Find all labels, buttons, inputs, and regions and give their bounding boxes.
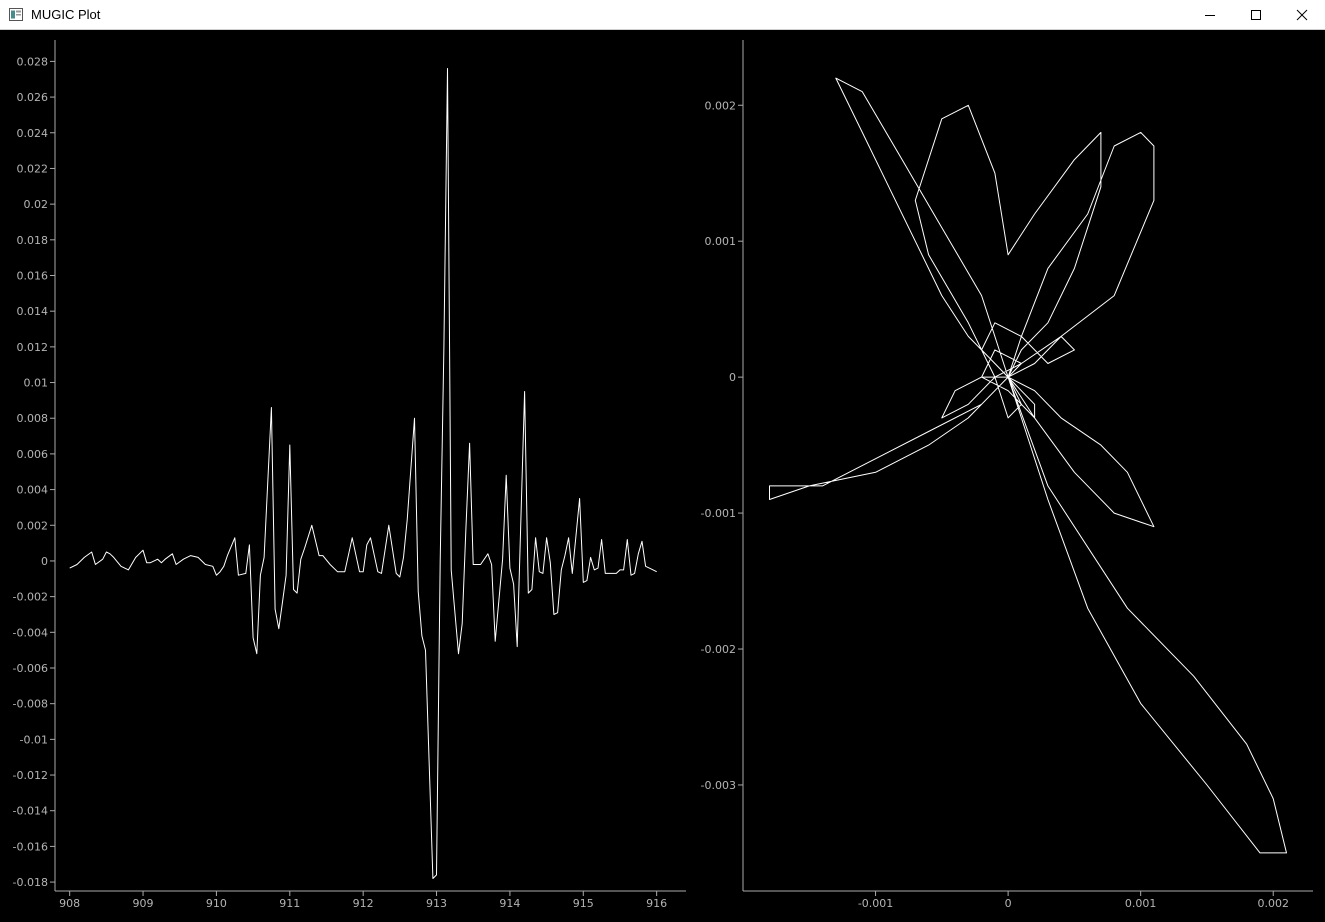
y-tick-label: -0.012 [13,769,48,782]
minimize-button[interactable] [1187,0,1233,30]
plot-area: 0.028 0.026 0.024 0.022 0.02 0.018 0.016 0.014 0… [13,40,1313,910]
x-tick-label: 910 [206,897,227,910]
app-window-icon [9,8,23,21]
y-tick-label: 0.002 [705,99,737,112]
y-tick-label: 0.014 [17,305,49,318]
x-tick-label: -0.001 [858,897,893,910]
y-tick-label: 0.012 [17,341,49,354]
y-tick-label: 0 [41,555,48,568]
phase-plot[interactable]: 0.002 0.001 0 -0.001 -0.002 -0.003 -0.001 0 0.00… [701,40,1313,910]
y-tick-label: 0.02 [24,198,49,211]
y-tick-label: 0.006 [17,448,49,461]
x-tick-label: 911 [279,897,300,910]
x-tick-label: 915 [573,897,594,910]
y-tick-label: 0.026 [17,91,49,104]
x-tick-label: 909 [133,897,154,910]
y-tick-label: 0 [729,371,736,384]
y-tick-label: -0.018 [13,876,48,889]
y-tick-label: 0.016 [17,269,49,282]
y-tick-label: 0.002 [17,519,49,532]
x-tick-label: 913 [426,897,447,910]
time-series-plot[interactable]: 0.028 0.026 0.024 0.022 0.02 0.018 0.016 0.014 0… [13,40,686,910]
y-tick-label: -0.008 [13,698,48,711]
y-tick-label: -0.006 [13,662,48,675]
y-tick-label: 0.008 [17,412,49,425]
maximize-icon [1251,10,1261,20]
x-tick-label: 914 [499,897,520,910]
y-tick-label: -0.004 [13,626,48,639]
y-tick-label: -0.016 [13,840,48,853]
y-tick-label: 0.028 [17,55,49,68]
y-tick-label: -0.002 [13,591,48,604]
series-line [769,77,1287,854]
close-button[interactable] [1279,0,1325,30]
x-tick-label: 0 [1005,897,1012,910]
y-tick-label: -0.001 [701,507,736,520]
y-tick-label: 0.004 [17,484,49,497]
y-tick-label: 0.01 [24,377,49,390]
close-icon [1296,9,1308,21]
y-tick-label: -0.014 [13,805,48,818]
x-tick-label: 0.002 [1257,897,1289,910]
y-tick-label: -0.002 [701,643,736,656]
x-tick-label: 0.001 [1125,897,1157,910]
minimize-icon [1205,15,1215,16]
y-tick-label: 0.022 [17,162,49,175]
y-tick-label: -0.003 [701,779,736,792]
y-tick-label: 0.024 [17,127,49,140]
maximize-button[interactable] [1233,0,1279,30]
window-title: MUGIC Plot [31,7,101,22]
series-line [69,68,657,879]
x-tick-label: 908 [59,897,80,910]
x-tick-label: 912 [353,897,374,910]
y-tick-label: 0.018 [17,234,49,247]
title-bar[interactable]: MUGIC Plot [0,0,1325,30]
y-tick-label: 0.001 [705,235,737,248]
x-tick-label: 916 [646,897,667,910]
y-tick-label: -0.01 [20,733,48,746]
